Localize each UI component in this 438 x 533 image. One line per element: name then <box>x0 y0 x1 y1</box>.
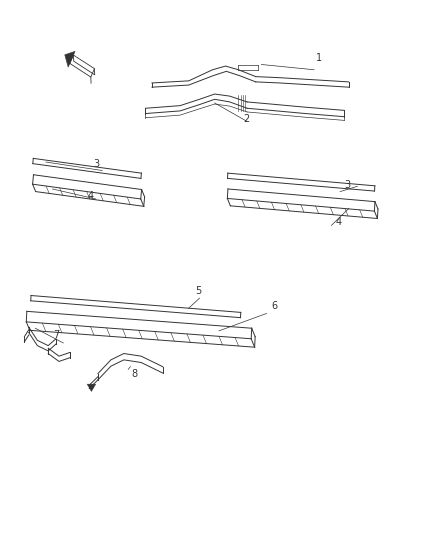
Polygon shape <box>65 51 75 67</box>
Text: 3: 3 <box>344 180 350 190</box>
Text: 3: 3 <box>94 159 100 169</box>
Text: 1: 1 <box>316 53 322 63</box>
Polygon shape <box>87 384 96 392</box>
Text: 4: 4 <box>87 191 93 200</box>
Text: 5: 5 <box>195 286 201 295</box>
Text: 2: 2 <box>243 114 249 124</box>
Text: 6: 6 <box>271 301 277 311</box>
Text: FWD: FWD <box>74 52 89 63</box>
Text: 7: 7 <box>53 330 59 341</box>
Text: 8: 8 <box>131 369 138 379</box>
Text: 4: 4 <box>336 217 342 227</box>
